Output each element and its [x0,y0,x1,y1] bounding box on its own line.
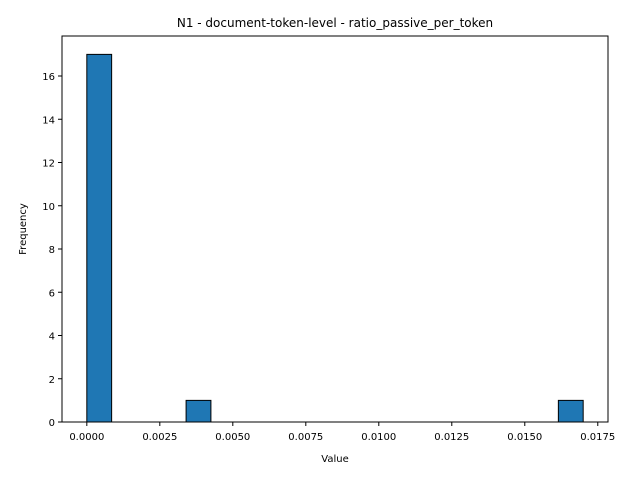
histogram-bar-1 [185,399,212,423]
x-tick-label: 0.0100 [361,432,396,443]
y-tick-label: 10 [42,202,55,213]
y-tick-label: 4 [49,332,55,343]
y-axis: 0 2 4 6 8 10 12 14 16 [42,72,62,429]
x-tick-label: 0.0175 [580,432,615,443]
y-tick-label: 0 [49,418,55,429]
y-tick-label: 16 [42,72,55,83]
histogram-bar-2 [557,399,584,423]
chart-title: N1 - document-token-level - ratio_passiv… [177,16,493,30]
y-tick-label: 2 [49,375,55,386]
y-axis-title: Frequency [18,203,29,255]
x-axis-title: Value [321,454,348,465]
x-tick-label: 0.0050 [215,432,250,443]
histogram-bar-0 [86,53,113,423]
x-tick-label: 0.0125 [434,432,469,443]
x-tick-label: 0.0075 [288,432,323,443]
x-tick-label: 0.0150 [507,432,542,443]
x-tick-label: 0.0000 [69,432,104,443]
y-tick-label: 12 [42,159,55,170]
y-tick-label: 8 [49,245,55,256]
y-tick-label: 14 [42,115,55,126]
bars-group [86,53,584,423]
x-axis: 0.0000 0.0025 0.0050 0.0075 0.0100 0.0125 0.01… [69,422,615,443]
plot-frame [61,35,609,423]
y-tick-label: 6 [49,288,55,299]
x-tick-label: 0.0025 [142,432,177,443]
